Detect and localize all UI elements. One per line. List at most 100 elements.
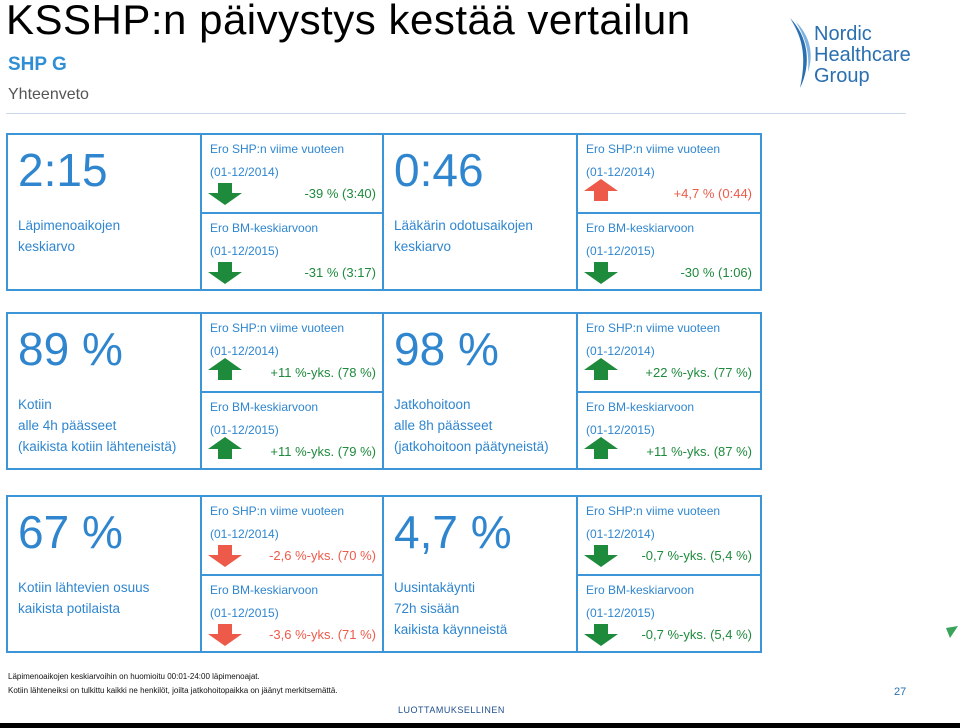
kpi-comparisons: Ero SHP:n viime vuoteen (01-12/2014) -2,6 … [200,497,384,651]
kpi-main: 2:15 Läpimenoaikojen keskiarvo [8,135,200,289]
kpi-label: Kotiin alle 4h päässeet (kaikista kotiin l… [18,394,176,457]
comparison-title: Ero BM-keskiarvoon [210,400,319,414]
kpi-label-line: Läpimenoaikojen [18,218,121,233]
arrow-up-icon [584,179,618,201]
kpi-value: 4,7 % [394,506,512,558]
kpi-label-line: alle 8h päässeet [394,418,493,433]
comparison-value: -31 % (3:17) [304,265,376,280]
arrow-up-icon [208,437,242,459]
kpi-label-line: Kotiin lähtevien osuus [18,580,150,595]
kpi-label: Jatkohoitoon alle 8h päässeet (jatkohoitoo… [394,394,549,457]
comparison-benchmark: Ero BM-keskiarvoon (01-12/2015) -0,7 %-yks… [578,576,760,653]
comparison-value: -0,7 %-yks. (5,4 %) [641,548,752,563]
arrow-up-icon [208,358,242,380]
kpi-comparisons: Ero SHP:n viime vuoteen (01-12/2014) -39 %… [200,135,384,289]
kpi-label: Kotiin lähtevien osuus kaikista potilaist… [18,577,149,619]
comparison-period: (01-12/2015) [210,606,279,620]
comparison-title: Ero SHP:n viime vuoteen [586,321,721,335]
kpi-label-line: keskiarvo [394,239,452,254]
comparison-period: (01-12/2015) [586,423,655,437]
kpi-label-line: kaikista käynneistä [394,622,508,637]
arrow-up-icon [584,437,618,459]
subtitle: Yhteenveto [8,86,89,103]
logo-line: Healthcare [814,44,911,66]
comparison-value: +4,7 % (0:44) [673,186,752,201]
comparison-title: Ero BM-keskiarvoon [210,583,319,597]
corner-triangle-icon [946,626,958,638]
comparison-title: Ero BM-keskiarvoon [586,583,695,597]
footnote: Läpimenoaikojen keskiarvoihin on huomioi… [8,672,260,681]
comparison-period: (01-12/2015) [210,423,279,437]
header-divider [6,113,906,114]
kpi-label: Lääkärin odotusaikojen keskiarvo [394,215,533,257]
comparison-period: (01-12/2015) [210,244,279,258]
comparison-benchmark: Ero BM-keskiarvoon (01-12/2015) -31 % (3:1… [202,214,384,291]
kpi-label-line: Jatkohoitoon [394,397,471,412]
comparison-previous-year: Ero SHP:n viime vuoteen (01-12/2014) -2,6 … [202,497,384,576]
kpi-label-line: Lääkärin odotusaikojen [394,218,533,233]
kpi-comparisons: Ero SHP:n viime vuoteen (01-12/2014) +4,7 … [576,135,760,289]
kpi-value: 67 % [18,506,123,558]
kpi-label: Läpimenoaikojen keskiarvo [18,215,120,257]
arrow-down-icon [208,183,242,205]
slide-title: KSSHP:n päivystys kestää vertailun [6,0,691,43]
kpi-main: 4,7 % Uusintakäynti 72h sisään kaikista käy… [384,497,576,651]
comparison-value: -3,6 %-yks. (71 %) [269,627,376,642]
kpi-label-line: (jatkohoitoon päätyneistä) [394,439,549,454]
footnote: Kotiin lähteneiksi on tulkittu kaikki ne… [8,686,338,695]
comparison-value: +11 %-yks. (79 %) [270,444,376,459]
kpi-label-line: (kaikista kotiin lähteneistä) [18,439,177,454]
comparison-period: (01-12/2014) [586,165,655,179]
comparison-period: (01-12/2015) [586,606,655,620]
kpi-card: 4,7 % Uusintakäynti 72h sisään kaikista käy… [382,495,762,653]
kpi-card: 0:46 Lääkärin odotusaikojen keskiarvo Ero S… [382,133,762,291]
comparison-title: Ero BM-keskiarvoon [210,221,319,235]
comparison-benchmark: Ero BM-keskiarvoon (01-12/2015) +11 %-yks.… [202,393,384,470]
logo-line: Group [814,65,870,87]
comparison-value: -0,7 %-yks. (5,4 %) [641,627,752,642]
arrow-down-icon [208,262,242,284]
kpi-label-line: Kotiin [18,397,52,412]
kpi-label-line: kaikista potilaista [18,601,121,616]
arrow-down-icon [208,624,242,646]
comparison-previous-year: Ero SHP:n viime vuoteen (01-12/2014) +4,7 … [578,135,760,214]
kpi-label-line: keskiarvo [18,239,76,254]
page-number: 27 [894,686,907,698]
kpi-card: 2:15 Läpimenoaikojen keskiarvo Ero SHP:n vi… [6,133,386,291]
kpi-comparisons: Ero SHP:n viime vuoteen (01-12/2014) +11 %… [200,314,384,468]
comparison-benchmark: Ero BM-keskiarvoon (01-12/2015) -30 % (1:0… [578,214,760,291]
arrow-down-icon [584,624,618,646]
company-logo: Nordic Healthcare Group [786,14,916,94]
comparison-value: +11 %-yks. (87 %) [646,444,752,459]
comparison-title: Ero BM-keskiarvoon [586,400,695,414]
kpi-main: 89 % Kotiin alle 4h päässeet (kaikista koti… [8,314,200,468]
logo-text: Nordic Healthcare Group [814,24,911,87]
comparison-previous-year: Ero SHP:n viime vuoteen (01-12/2014) +11 %… [202,314,384,393]
comparison-value: -39 % (3:40) [304,186,376,201]
kpi-label: Uusintakäynti 72h sisään kaikista käynneis… [394,577,507,640]
kpi-label-line: alle 4h päässeet [18,418,117,433]
comparison-title: Ero SHP:n viime vuoteen [586,504,721,518]
arrow-down-icon [584,262,618,284]
comparison-period: (01-12/2014) [210,165,279,179]
comparison-title: Ero SHP:n viime vuoteen [210,142,345,156]
kpi-comparisons: Ero SHP:n viime vuoteen (01-12/2014) +22 %… [576,314,760,468]
comparison-previous-year: Ero SHP:n viime vuoteen (01-12/2014) +22 %… [578,314,760,393]
arrow-up-icon [584,358,618,380]
comparison-period: (01-12/2014) [210,344,279,358]
comparison-previous-year: Ero SHP:n viime vuoteen (01-12/2014) -39 %… [202,135,384,214]
arrow-down-icon [208,545,242,567]
comparison-title: Ero SHP:n viime vuoteen [210,504,345,518]
kpi-card: 89 % Kotiin alle 4h päässeet (kaikista koti… [6,312,386,470]
arrow-down-icon [584,545,618,567]
comparison-period: (01-12/2014) [210,527,279,541]
comparison-period: (01-12/2014) [586,344,655,358]
comparison-period: (01-12/2015) [586,244,655,258]
confidential-label: LUOTTAMUKSELLINEN [398,705,505,715]
kpi-main: 98 % Jatkohoitoon alle 8h päässeet (jatkoho… [384,314,576,468]
kpi-main: 0:46 Lääkärin odotusaikojen keskiarvo [384,135,576,289]
org-name: SHP G [8,54,67,75]
comparison-value: -30 % (1:06) [680,265,752,280]
kpi-card: 98 % Jatkohoitoon alle 8h päässeet (jatkoho… [382,312,762,470]
kpi-comparisons: Ero SHP:n viime vuoteen (01-12/2014) -0,7 … [576,497,760,651]
